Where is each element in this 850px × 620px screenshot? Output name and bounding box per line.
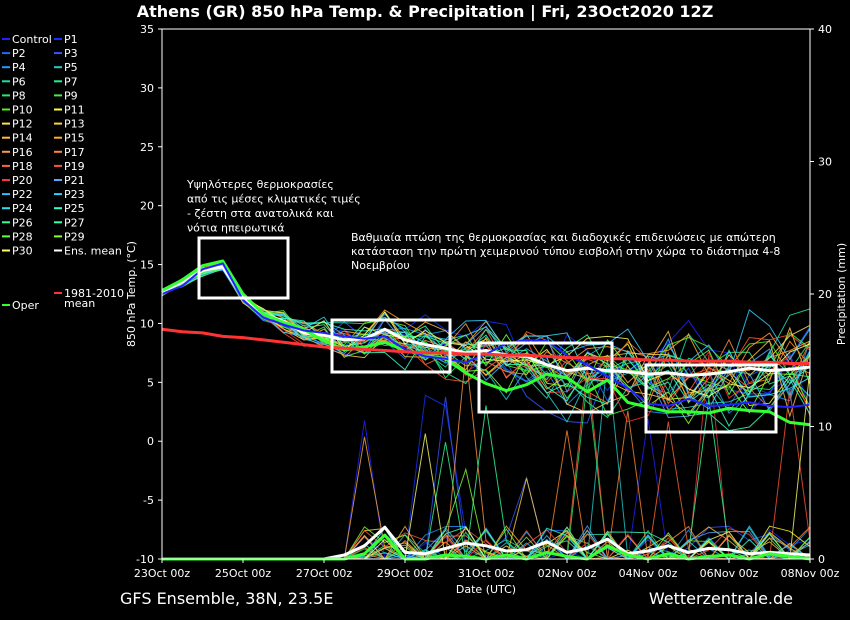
y-tick-label: 35 [140, 23, 154, 36]
x-tick-label: 23Oct 00z [134, 567, 191, 580]
legend-label: P20 [12, 174, 33, 187]
legend-label: P29 [64, 230, 85, 243]
highlight-box [330, 318, 452, 374]
y-tick-label: 10 [140, 317, 154, 330]
x-tick-label: 02Nov 00z [538, 567, 597, 580]
x-tick-label: 25Oct 00z [215, 567, 272, 580]
annotations: Υψηλότερες θερμοκρασίες από τις μέσες κλι… [186, 178, 780, 272]
x-tick-label: 06Nov 00z [700, 567, 759, 580]
plot-frame [161, 28, 811, 560]
legend-label: P16 [12, 146, 33, 159]
annotation-text: Υψηλότερες θερμοκρασίες [186, 178, 334, 191]
legend-label: P26 [12, 216, 33, 229]
legend-label: P10 [12, 104, 33, 117]
y-tick-label: 5 [147, 376, 154, 389]
y2-tick-label: 40 [818, 23, 832, 36]
legend-label: P22 [12, 188, 33, 201]
legend-label: P4 [12, 61, 26, 74]
highlight-box [197, 236, 290, 300]
legend-label: P21 [64, 174, 85, 187]
legend-label: P17 [64, 146, 85, 159]
legend-label: P30 [12, 245, 33, 258]
y-tick-label: 15 [140, 259, 154, 272]
annotation-text: από τις μέσες κλιματικές τιμές [187, 193, 361, 206]
legend-label: P12 [12, 118, 33, 131]
legend-label: mean [64, 297, 95, 310]
legend-label: P9 [64, 89, 78, 102]
axes: 35 30 25 20 15 10 5 0 -5 -10 40 30 20 10 0 23Oct 00z 25O… [125, 23, 848, 596]
ensemble-precip-line [162, 394, 811, 560]
legend-label: Control [12, 33, 52, 46]
legend-label: P1 [64, 33, 78, 46]
y2-tick-label: 20 [818, 288, 832, 301]
legend-label: P2 [12, 47, 26, 60]
ensemble-temp-line [161, 264, 811, 400]
legend: Control P1 P2 P3 P4 P5 P6 P7 P8 P9 P10 P11 P12 P13 P14… [2, 33, 124, 312]
series-line-1981-2010-mean [161, 327, 810, 365]
x-tick-label: 04Nov 00z [619, 567, 678, 580]
annotation-text: νότια ηπειρωτικά [187, 222, 285, 235]
ensemble-temp-line [161, 267, 811, 397]
annotation-text: κατάσταση την πρώτη χειμερινού τύπου εισ… [351, 245, 780, 258]
x-axis-label: Date (UTC) [456, 583, 516, 596]
legend-label: 1981-2010 [64, 287, 124, 300]
legend-label: P3 [64, 47, 78, 60]
y-tick-label: -5 [143, 494, 154, 507]
annotation-text: Βαθμιαία πτώση της θερμοκρασίας και διαδ… [351, 231, 776, 244]
legend-label: P19 [64, 160, 85, 173]
legend-label: P14 [12, 132, 33, 145]
legend-label: Oper [12, 299, 39, 312]
legend-label: P6 [12, 75, 26, 88]
legend-label: P25 [64, 202, 85, 215]
annotation-boxes [197, 236, 778, 434]
legend-label: P28 [12, 230, 33, 243]
y-tick-label: 20 [140, 200, 154, 213]
ensemble-temp-line [161, 267, 811, 415]
y-tick-label: -10 [136, 553, 154, 566]
legend-label: P18 [12, 160, 33, 173]
y2-tick-label: 0 [818, 553, 825, 566]
ensemble-precip-line [162, 396, 810, 560]
legend-label: P13 [64, 118, 85, 131]
y-tick-label: 30 [140, 82, 154, 95]
legend-label: P27 [64, 216, 85, 229]
annotation-text: - ζέστη στα ανατολικά και [187, 207, 334, 220]
x-tick-label: 27Oct 00z [296, 567, 353, 580]
y-axis-label: 850 hPa Temp. (°C) [125, 241, 138, 347]
annotation-text: Νοεμβρίου [351, 259, 410, 272]
legend-label: Ens. mean [64, 245, 122, 258]
y2-tick-label: 30 [818, 156, 832, 169]
legend-label: P8 [12, 89, 26, 102]
footer-source: Wetterzentrale.de [648, 589, 793, 608]
legend-label: P5 [64, 61, 78, 74]
legend-label: P23 [64, 188, 85, 201]
legend-label: P24 [12, 202, 33, 215]
footer-model: GFS Ensemble, 38N, 23.5E [120, 589, 334, 608]
legend-label: P7 [64, 75, 78, 88]
chart-title: Athens (GR) 850 hPa Temp. & Precipitatio… [136, 2, 714, 21]
legend-label: P15 [64, 132, 85, 145]
ensemble-precip-line [162, 398, 810, 560]
ensemble-temp-line [161, 268, 811, 408]
main-series-lines [161, 259, 811, 561]
ensemble-temp-line [161, 267, 811, 399]
x-tick-label: 08Nov 00z [781, 567, 840, 580]
series-line-oper [161, 259, 811, 427]
legend-label: P11 [64, 104, 85, 117]
y2-tick-label: 10 [818, 421, 832, 434]
x-tick-label: 29Oct 00z [377, 567, 434, 580]
y-tick-label: 0 [147, 435, 154, 448]
highlight-box [477, 341, 614, 414]
x-tick-label: 31Oct 00z [458, 567, 515, 580]
y2-axis-label: Precipitation (mm) [835, 243, 848, 345]
highlight-box [644, 363, 778, 434]
ensemble-temp-line [161, 268, 811, 400]
y-tick-label: 25 [140, 141, 154, 154]
ensemble-temp-line [161, 264, 811, 400]
